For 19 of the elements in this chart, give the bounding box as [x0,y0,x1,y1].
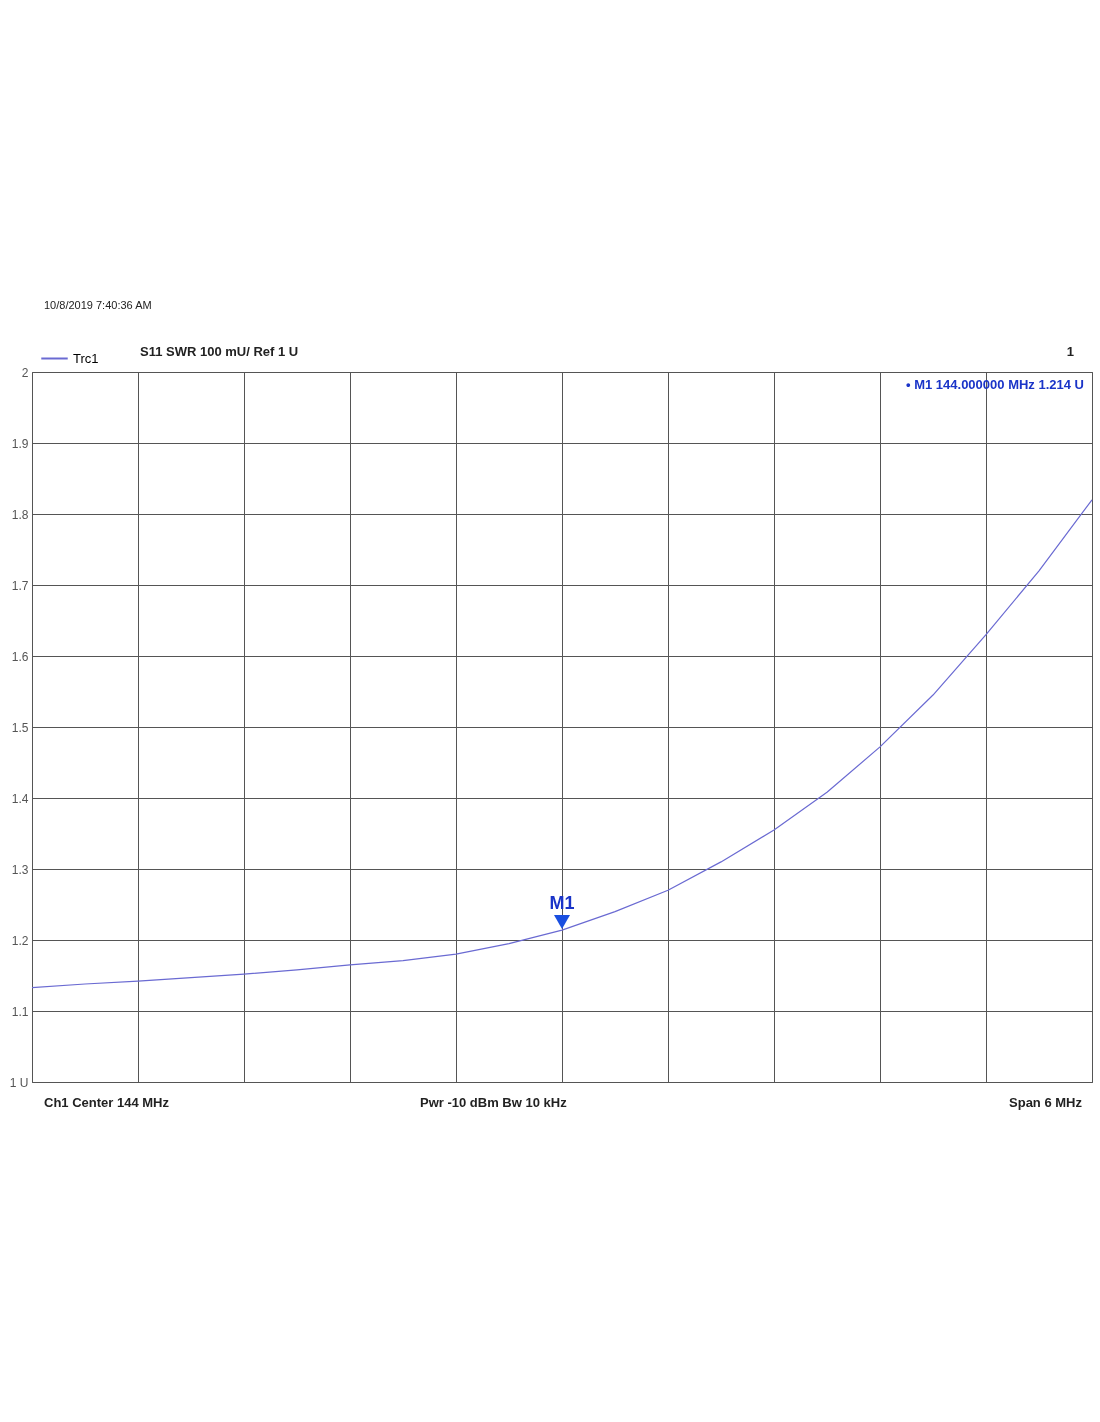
y-tick-label: 1.6 [11,649,29,664]
text: 1 [1066,344,1074,359]
y-tick-label: 1.8 [11,507,29,522]
y-tick-label: 1.1 [11,1004,29,1019]
y-tick-label: 1.4 [11,791,29,806]
y-tick-label: 1.9 [11,436,29,451]
line-series [31,499,1093,989]
y-tick-label: 1.7 [11,578,29,593]
text: S11 SWR 100 mU/ Ref 1 U [140,344,299,359]
text: 10/8/2019 7:40:36 AM [44,299,152,311]
y-tick-label: 1.5 [11,720,29,735]
y-tick-label: 2 [21,365,29,380]
y-tick-label: 1.2 [11,933,29,948]
legend-label: Trc1 [73,350,99,366]
text: Span 6 MHz [1009,1095,1083,1110]
y-tick-label: 1 U [9,1075,29,1090]
text: Pwr -10 dBm Bw 10 kHz [420,1095,568,1110]
y-tick-label: 1.3 [11,862,29,877]
text: Ch1 Center 144 MHz [44,1095,170,1110]
